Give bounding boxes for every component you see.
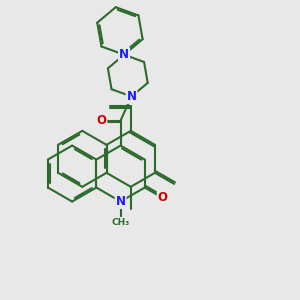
Text: CH₃: CH₃ [111,218,130,226]
Text: N: N [119,48,129,61]
Text: N: N [127,90,136,103]
Text: N: N [119,48,129,61]
Text: O: O [158,191,168,204]
Text: N: N [116,195,126,208]
Text: O: O [96,114,106,127]
